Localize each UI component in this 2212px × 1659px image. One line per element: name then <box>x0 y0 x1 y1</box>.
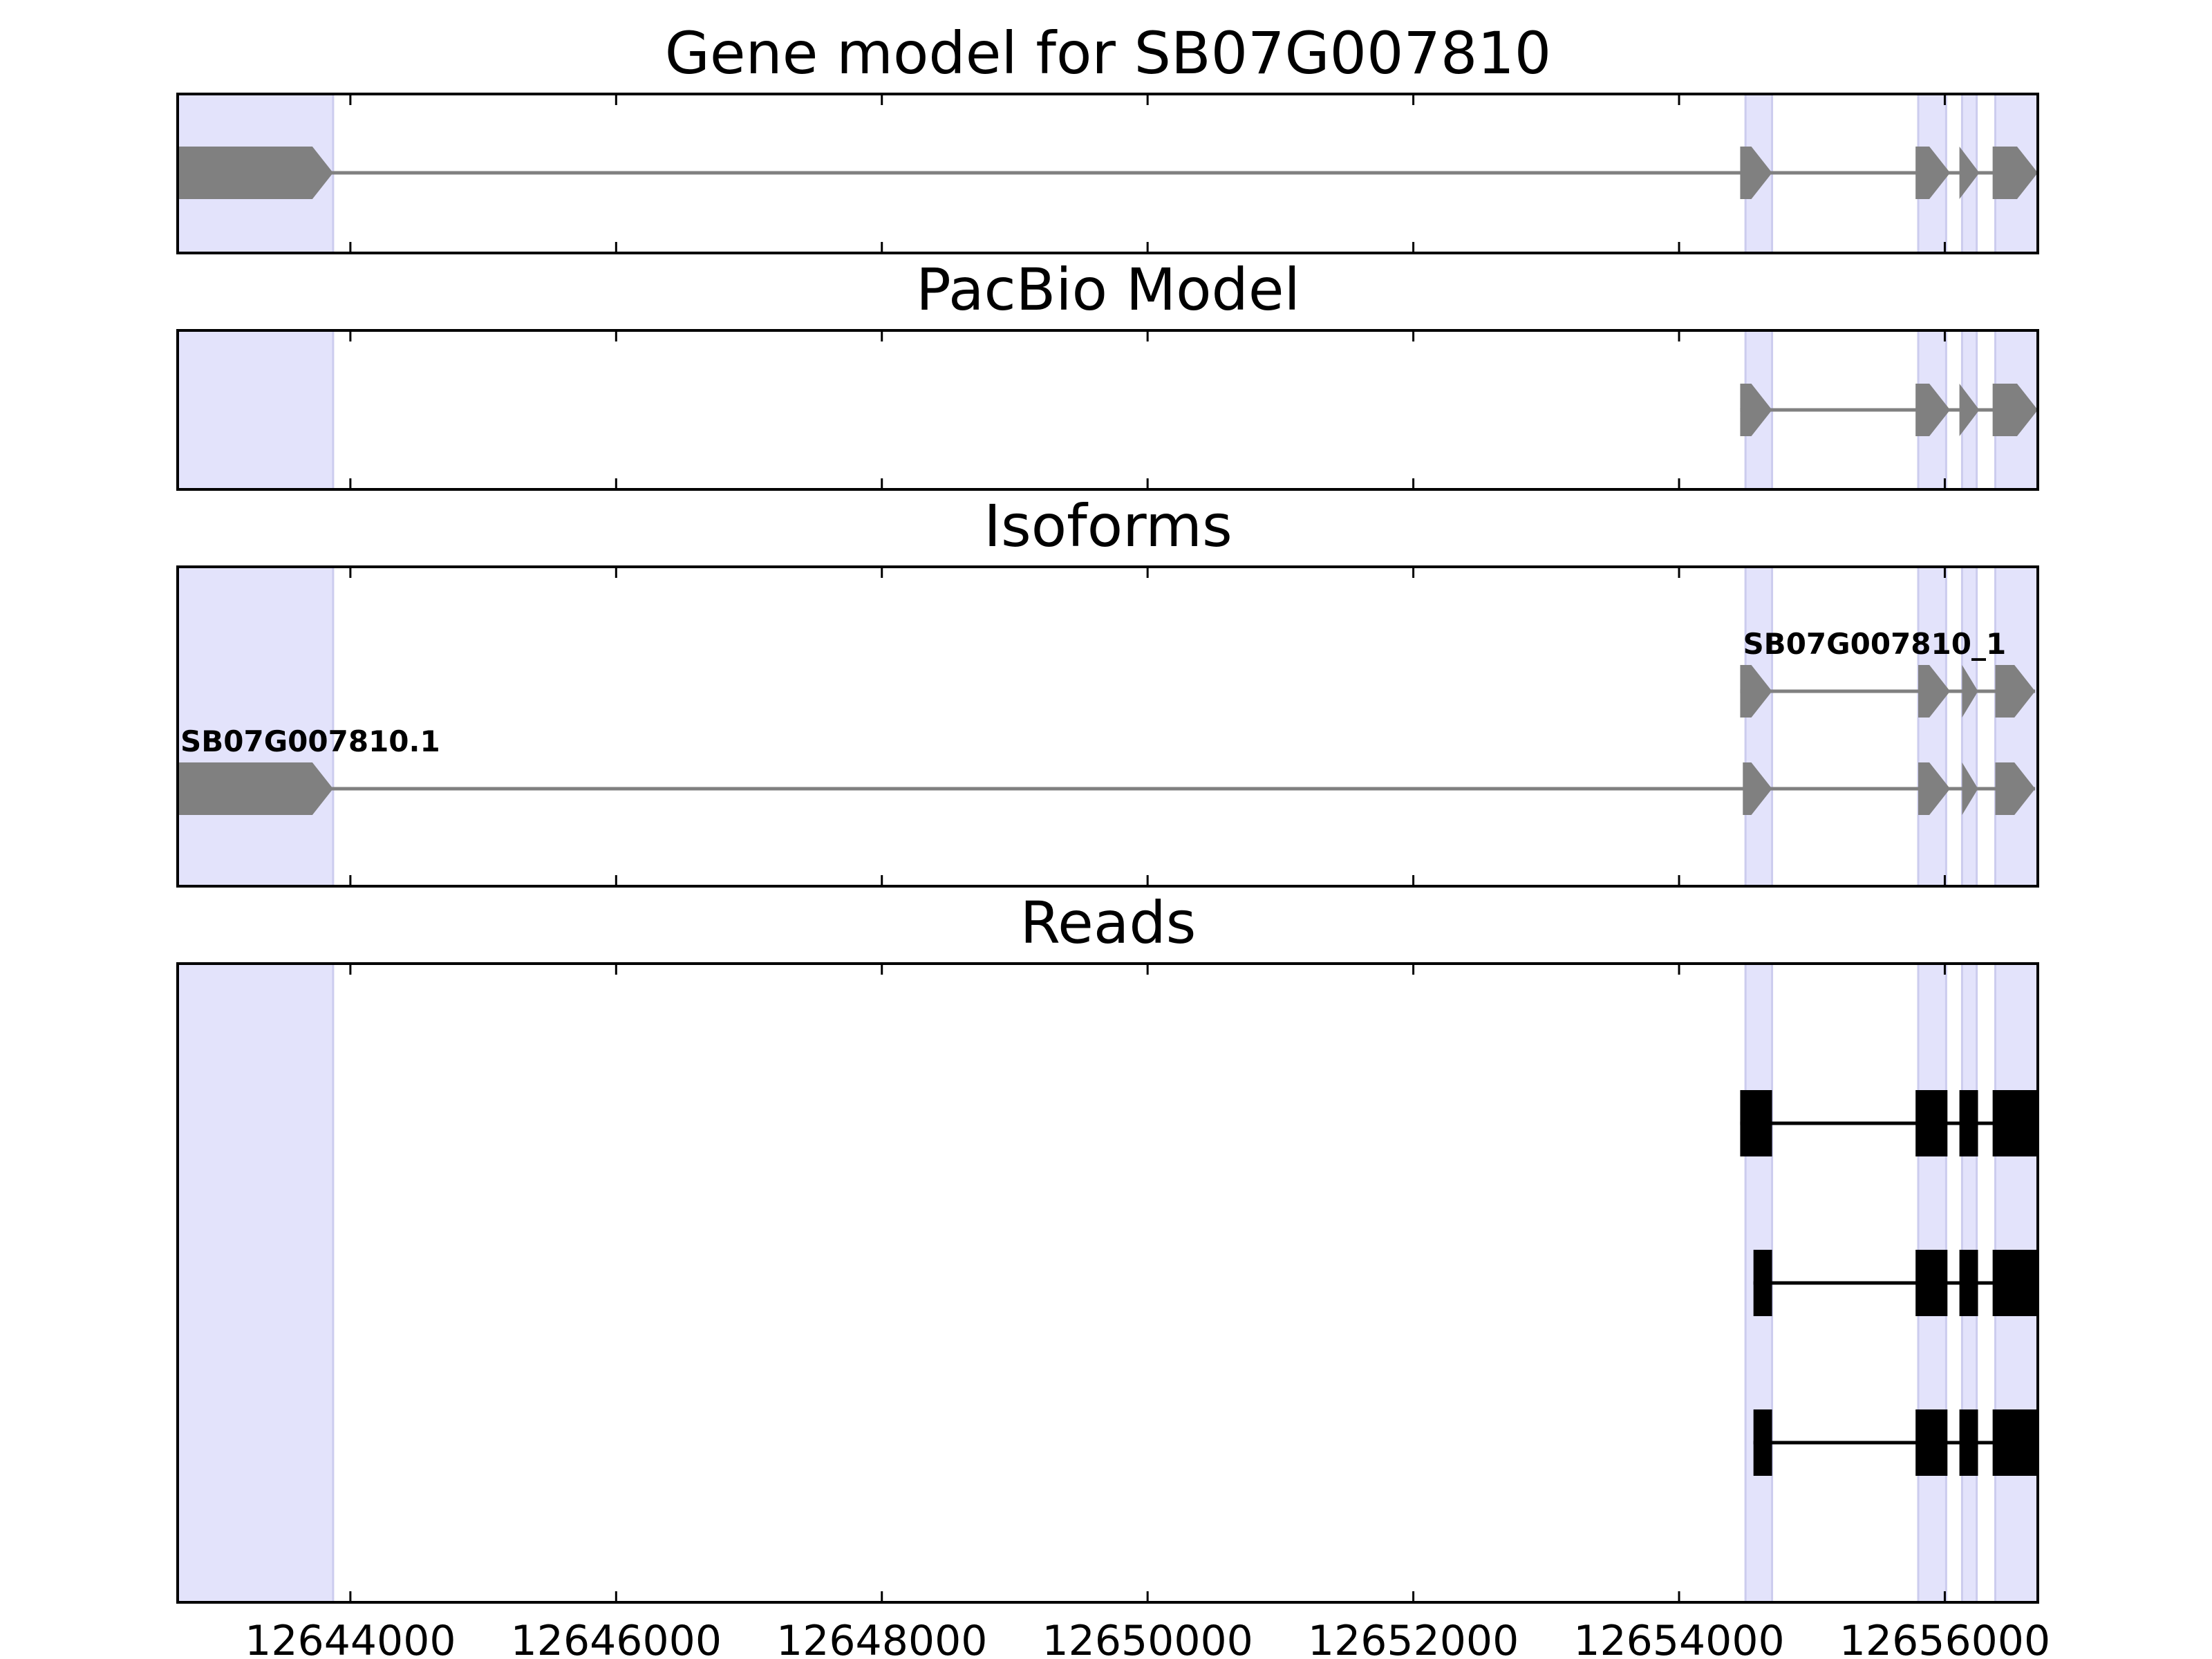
exon-pacbio-model-0-0 <box>1740 384 1772 436</box>
isoform-label-1: SB07G007810.1 <box>180 724 440 758</box>
exon-gene-model-0-4 <box>1992 147 2038 199</box>
highlight-region-isoforms-1 <box>1744 565 1774 888</box>
read-exon-0-2 <box>1959 1090 1978 1156</box>
read-exon-0-3 <box>1992 1090 2037 1156</box>
x-tick-label-0: 12644000 <box>245 1617 456 1659</box>
exon-isoforms-1-0 <box>178 762 333 815</box>
x-tick-label-6: 12656000 <box>1839 1617 2050 1659</box>
exon-pacbio-model-0-3 <box>1992 384 2038 436</box>
read-exon-2-2 <box>1959 1409 1978 1476</box>
exon-isoforms-1-1 <box>1743 762 1772 815</box>
read-exon-0-0 <box>1740 1090 1772 1156</box>
read-exon-0-1 <box>1915 1090 1948 1156</box>
exon-isoforms-1-3 <box>1962 762 1978 815</box>
panel-title-gene-model: Gene model for SB07G007810 <box>665 19 1551 87</box>
x-tick-label-2: 12648000 <box>776 1617 987 1659</box>
exon-isoforms-0-3 <box>1995 665 2036 718</box>
highlight-region-reads-0 <box>176 962 335 1604</box>
read-exon-1-2 <box>1959 1250 1978 1316</box>
panel-title-pacbio-model: PacBio Model <box>916 256 1300 324</box>
highlight-region-isoforms-3 <box>1960 565 1978 888</box>
read-exon-2-1 <box>1915 1409 1948 1476</box>
exon-isoforms-1-4 <box>1995 762 2036 815</box>
exon-gene-model-0-3 <box>1959 147 1980 199</box>
x-tick-label-1: 12646000 <box>511 1617 722 1659</box>
read-exon-1-3 <box>1992 1250 2038 1316</box>
panel-frame-reads <box>176 962 2039 1604</box>
panel-frame-pacbio-model <box>176 329 2039 491</box>
x-tick-label-4: 12652000 <box>1308 1617 1519 1659</box>
read-exon-1-0 <box>1753 1250 1772 1316</box>
panel-frame-gene-model <box>176 93 2039 254</box>
read-exon-2-0 <box>1753 1409 1772 1476</box>
read-exon-1-1 <box>1915 1250 1948 1316</box>
exon-gene-model-0-1 <box>1740 147 1772 199</box>
highlight-region-isoforms-2 <box>1917 565 1947 888</box>
exon-isoforms-1-2 <box>1918 762 1951 815</box>
exon-gene-model-0-0 <box>178 147 333 199</box>
x-tick-label-3: 12650000 <box>1042 1617 1253 1659</box>
exon-isoforms-0-0 <box>1740 665 1772 718</box>
x-tick-label-5: 12654000 <box>1573 1617 1784 1659</box>
highlight-region-isoforms-4 <box>1994 565 2039 888</box>
highlight-region-pacbio-model-0 <box>176 329 335 491</box>
exon-isoforms-0-1 <box>1918 665 1951 718</box>
exon-gene-model-0-2 <box>1915 147 1951 199</box>
panel-title-reads: Reads <box>1020 889 1197 957</box>
isoform-label-0: SB07G007810_1 <box>1743 627 2006 661</box>
panel-title-isoforms: Isoforms <box>984 492 1232 560</box>
highlight-region-isoforms-0 <box>176 565 335 888</box>
exon-pacbio-model-0-1 <box>1915 384 1951 436</box>
panel-frame-isoforms <box>176 565 2039 888</box>
exon-isoforms-0-2 <box>1962 665 1978 718</box>
exon-pacbio-model-0-2 <box>1959 384 1980 436</box>
read-exon-2-3 <box>1992 1409 2038 1476</box>
